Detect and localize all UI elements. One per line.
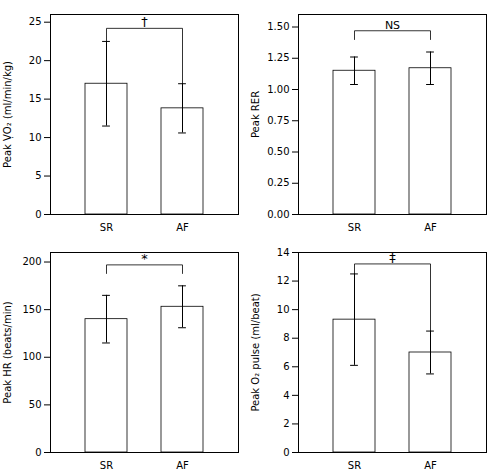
svg-text:SR: SR <box>348 222 361 233</box>
svg-text:0.50: 0.50 <box>267 146 289 157</box>
svg-text:8: 8 <box>283 332 289 343</box>
svg-text:0.75: 0.75 <box>267 115 289 126</box>
svg-text:NS: NS <box>385 19 400 32</box>
svg-text:‡: ‡ <box>389 250 396 265</box>
svg-text:12: 12 <box>277 275 290 286</box>
svg-text:100: 100 <box>22 351 41 362</box>
svg-text:AF: AF <box>424 222 437 233</box>
svg-text:1.25: 1.25 <box>267 52 289 63</box>
svg-text:0: 0 <box>35 447 41 458</box>
svg-text:15: 15 <box>29 93 42 104</box>
svg-text:2: 2 <box>283 418 289 429</box>
svg-text:SR: SR <box>348 460 361 471</box>
svg-text:Peak HR (beats/min): Peak HR (beats/min) <box>2 301 13 403</box>
svg-text:Peak ṾO₂ (ml/min/kg): Peak ṾO₂ (ml/min/kg) <box>2 61 14 168</box>
svg-text:150: 150 <box>22 304 41 315</box>
svg-text:0: 0 <box>35 209 41 220</box>
svg-text:200: 200 <box>22 256 41 267</box>
svg-text:AF: AF <box>176 460 189 471</box>
svg-text:SR: SR <box>100 222 113 233</box>
svg-text:10: 10 <box>277 304 290 315</box>
svg-text:SR: SR <box>100 460 113 471</box>
svg-text:4: 4 <box>283 390 289 401</box>
svg-text:5: 5 <box>35 170 41 181</box>
svg-text:AF: AF <box>424 460 437 471</box>
svg-text:Peak O₂ pulse (ml/beat): Peak O₂ pulse (ml/beat) <box>250 293 261 411</box>
svg-text:0.00: 0.00 <box>267 209 289 220</box>
svg-text:AF: AF <box>176 222 189 233</box>
svg-text:1.50: 1.50 <box>267 21 289 32</box>
svg-text:50: 50 <box>29 399 42 410</box>
svg-text:1.00: 1.00 <box>267 84 289 95</box>
svg-text:6: 6 <box>283 361 289 372</box>
svg-text:0: 0 <box>283 447 289 458</box>
svg-text:Peak RER: Peak RER <box>250 91 261 138</box>
svg-text:†: † <box>141 14 148 29</box>
svg-text:20: 20 <box>29 55 42 66</box>
svg-text:0.25: 0.25 <box>267 177 289 188</box>
svg-text:10: 10 <box>29 132 42 143</box>
svg-text:14: 14 <box>277 247 290 258</box>
svg-text:*: * <box>141 251 148 266</box>
svg-text:25: 25 <box>29 16 42 27</box>
